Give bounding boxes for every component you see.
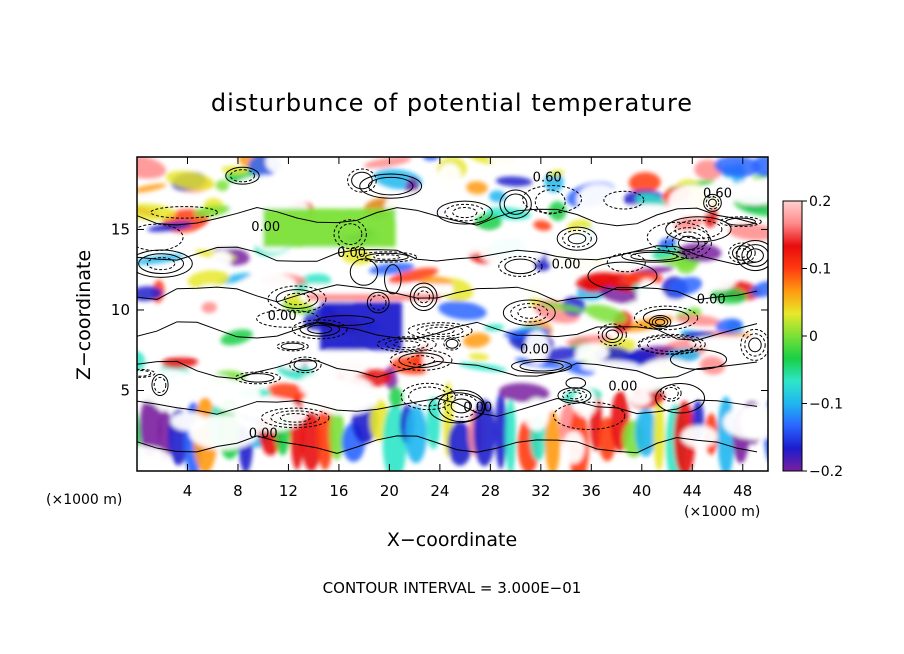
x-tick-label: 20 (380, 482, 399, 500)
colorbar-bar (782, 200, 803, 472)
colorbar-tick-label: 0.2 (809, 194, 831, 210)
contour-label: 0.00 (268, 309, 297, 324)
contour-label: 0.00 (520, 343, 549, 358)
x-axis-label: X−coordinate (387, 529, 517, 551)
x-axis: 4 8 12 16 20 24 28 32 36 40 44 48 (183, 157, 752, 500)
contour-labels: 0.00 0.00 0.60 0.60 0.00 0.00 0.00 0.00 0.00 0.00… (249, 170, 732, 441)
contour-label: 0.00 (697, 293, 726, 308)
colorbar-tick-label: −0.1 (809, 397, 843, 413)
contour-label: 0.60 (703, 186, 732, 201)
x-tick-label: 36 (582, 482, 601, 500)
x-tick-label: 12 (279, 482, 298, 500)
contour-label: 0.00 (463, 401, 492, 416)
y-tick-label: 10 (111, 301, 130, 319)
contour-label: 0.00 (608, 380, 637, 395)
plot-area: 0.00 0.00 0.60 0.60 0.00 0.00 0.00 0.00 0.00 0.00… (136, 156, 769, 472)
chart-title: disturbunce of potential temperature (211, 89, 693, 117)
contour-label: 0.00 (337, 246, 366, 261)
contour-interval-note: CONTOUR INTERVAL = 3.000E−01 (323, 579, 582, 597)
x-unit-left: (×1000 m) (46, 492, 122, 508)
contour-lines (137, 166, 768, 454)
colorbar-tick-label: 0 (809, 329, 818, 345)
x-tick-label: 16 (329, 482, 348, 500)
y-axis-label: Z−coordinate (73, 250, 95, 380)
colorbar: 0.2 0.1 0 −0.1 −0.2 (782, 194, 843, 480)
x-tick-label: 28 (481, 482, 500, 500)
x-unit-right: (×1000 m) (684, 504, 760, 520)
contour-label: 0.00 (552, 257, 581, 272)
contour-label: 0.60 (533, 170, 562, 185)
x-tick-label: 40 (632, 482, 651, 500)
x-tick-label: 24 (430, 482, 449, 500)
y-tick-label: 15 (111, 220, 130, 238)
y-axis: 5 10 15 (111, 220, 768, 399)
colorbar-ticks: 0.2 0.1 0 −0.1 −0.2 (802, 194, 843, 480)
colorbar-tick-label: 0.1 (809, 262, 831, 278)
contour-label: 0.00 (249, 426, 278, 441)
x-tick-label: 44 (683, 482, 702, 500)
x-tick-label: 48 (733, 482, 752, 500)
x-tick-label: 8 (233, 482, 243, 500)
plot-frame (136, 156, 769, 472)
x-tick-label: 32 (531, 482, 550, 500)
y-tick-label: 5 (120, 381, 130, 399)
x-tick-label: 4 (183, 482, 193, 500)
colorbar-tick-label: −0.2 (809, 464, 843, 480)
contour-label: 0.00 (251, 220, 280, 235)
